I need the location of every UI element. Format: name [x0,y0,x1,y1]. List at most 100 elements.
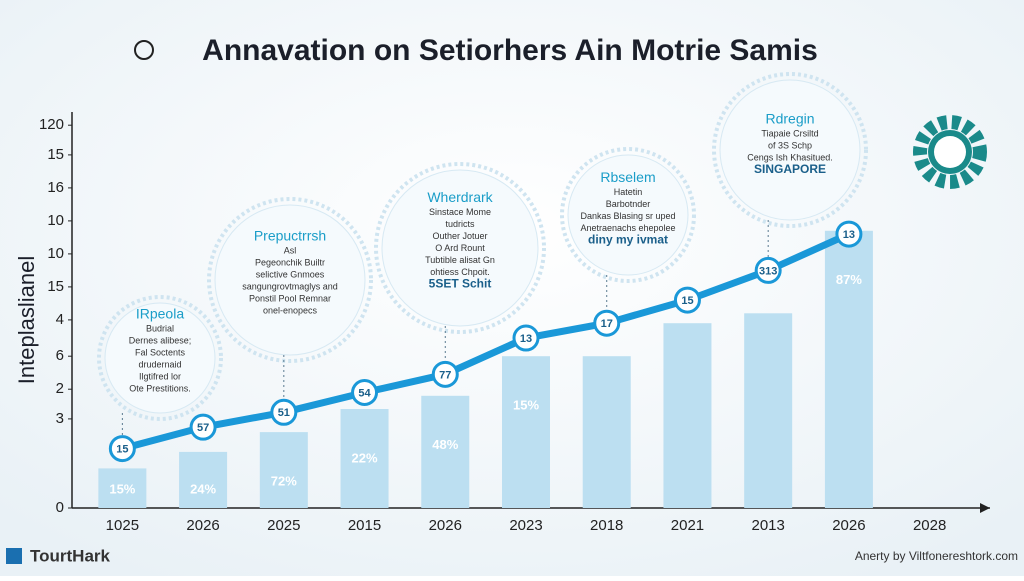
y-tick-label: 0 [56,499,64,516]
line-point [835,220,863,248]
bar [98,468,147,508]
bar [582,356,631,508]
bar [502,356,550,508]
title-icon [134,40,154,60]
bar [340,409,389,508]
bar-label: 22% [352,450,378,465]
callout-text: Budrial [146,323,174,333]
point-label: 15 [681,295,693,307]
callout [214,204,366,356]
bar-label: 72% [271,474,297,489]
x-tick-label: 2018 [590,517,623,534]
point-label: 77 [439,369,451,381]
callout-text: Dernes alibese; [129,335,192,345]
x-tick-label: 2015 [348,517,381,534]
line-point [673,286,701,314]
callout-ring [560,147,696,283]
bar [824,230,873,509]
line-point [270,398,298,426]
x-axis-arrow [980,503,990,513]
callout-heading: IRpeola [136,306,184,322]
y-tick-label: 4 [56,311,64,328]
line-point [593,309,621,337]
callout-text: sangungrovtmaglys and [242,281,338,291]
callout-text: onel-enopecs [263,305,318,315]
y-tick-label: 3 [56,410,64,427]
y-axis-label: Inteplaslianel [14,256,39,384]
credit: Anerty by Viltfonereshtork.com [855,549,1018,563]
point-label: 54 [358,387,371,399]
gear-icon [913,115,987,189]
x-tick-label: 2025 [267,517,300,534]
callout-text: drudernaid [138,359,181,369]
line-point [108,435,136,463]
callout-ring [207,197,373,363]
callout-text: Fal Soctents [135,347,186,357]
callout-text: Ponstil Pool Remnar [249,293,331,303]
callout-ring [374,162,546,334]
callout-text: SINGAPORE [754,162,826,176]
callout-text: Barbotnder [606,199,651,209]
callout-text: Anetraenachs ehepolee [580,223,675,233]
bar [744,313,793,508]
bar-label: 24% [190,481,216,496]
callout-text: Tubtible alisat Gn [425,255,495,265]
bar [663,323,712,508]
callout-text: Tiapaie Crsiltd [761,128,818,138]
callout-text: Sinstace Mome [429,207,491,217]
x-tick-label: 2026 [832,517,865,534]
line-point [754,256,782,284]
callout-text: of 3S Schp [768,140,812,150]
point-label: 57 [197,422,209,434]
bar-label: 48% [432,437,458,452]
callout-text: 5SET Schit [429,277,492,291]
bar [259,432,308,508]
chart-title: Annavation on Setiorhers Ain Motrie Sami… [202,34,818,67]
y-tick-label: 15 [47,278,64,295]
callout-text: diny my ivmat [588,233,668,247]
brand-icon [6,548,22,564]
y-tick-label: 10 [47,245,64,262]
point-label: 17 [601,318,613,330]
callout-ring [712,72,868,228]
y-tick-label: 2 [56,380,64,397]
callout-text: Ilgtifred lor [139,371,181,381]
point-label: 13 [843,229,855,241]
brand: TourtHark [30,546,111,565]
callout-heading: Prepuctrrsh [254,228,326,244]
callout-text: O Ard Rount [435,243,485,253]
callout-text: ohtiess Chpoit. [430,267,490,277]
callout [567,154,689,276]
point-label: 51 [278,407,290,419]
x-tick-label: 2023 [509,517,542,534]
x-tick-label: 2026 [429,517,462,534]
y-tick-label: 120 [39,116,64,133]
y-tick-label: 6 [56,347,64,364]
bar-label: 87% [836,272,862,287]
y-tick-label: 16 [47,179,64,196]
y-tick-label: 15 [47,146,64,163]
bar [179,451,228,508]
line [118,230,853,453]
callout-heading: Rbselem [600,169,655,185]
line-point [512,324,540,352]
bar [421,395,470,508]
x-tick-label: 2026 [186,517,219,534]
callout [381,169,539,327]
line-point [431,360,459,388]
callout-heading: Wherdrark [427,189,493,205]
x-tick-label: 1025 [106,517,139,534]
callout-text: Pegeonchik Builtr [255,257,325,267]
callout-ring [97,295,223,421]
line-point [189,413,217,441]
callout [719,79,861,221]
callout-text: Cengs Ish Khasitued. [747,152,833,162]
x-tick-label: 2021 [671,517,704,534]
point-label: 15 [116,444,128,456]
callout [104,302,216,414]
bar-label: 15% [109,481,135,496]
y-tick-label: 10 [47,212,64,229]
x-tick-label: 2028 [913,517,946,534]
callout-text: Ote Prestitions. [129,383,191,393]
